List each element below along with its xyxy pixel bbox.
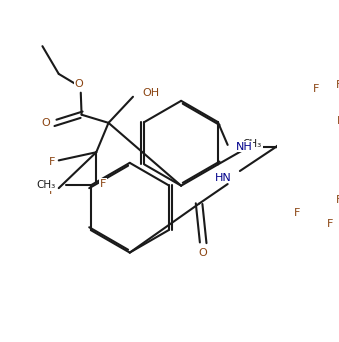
Text: HN: HN bbox=[215, 172, 232, 183]
Text: CH₃: CH₃ bbox=[37, 180, 56, 190]
Text: CH₃: CH₃ bbox=[242, 139, 262, 149]
Text: F: F bbox=[335, 80, 339, 90]
Text: O: O bbox=[75, 79, 83, 89]
Text: F: F bbox=[335, 195, 339, 205]
Text: NH: NH bbox=[236, 142, 253, 152]
Text: F: F bbox=[313, 84, 319, 94]
Text: O: O bbox=[199, 248, 207, 258]
Text: F: F bbox=[337, 116, 339, 126]
Text: F: F bbox=[100, 179, 106, 189]
Text: O: O bbox=[41, 118, 50, 128]
Text: F: F bbox=[49, 157, 55, 167]
Text: OH: OH bbox=[143, 89, 160, 98]
Text: F: F bbox=[49, 186, 55, 196]
Text: F: F bbox=[294, 208, 300, 218]
Text: F: F bbox=[326, 219, 333, 229]
